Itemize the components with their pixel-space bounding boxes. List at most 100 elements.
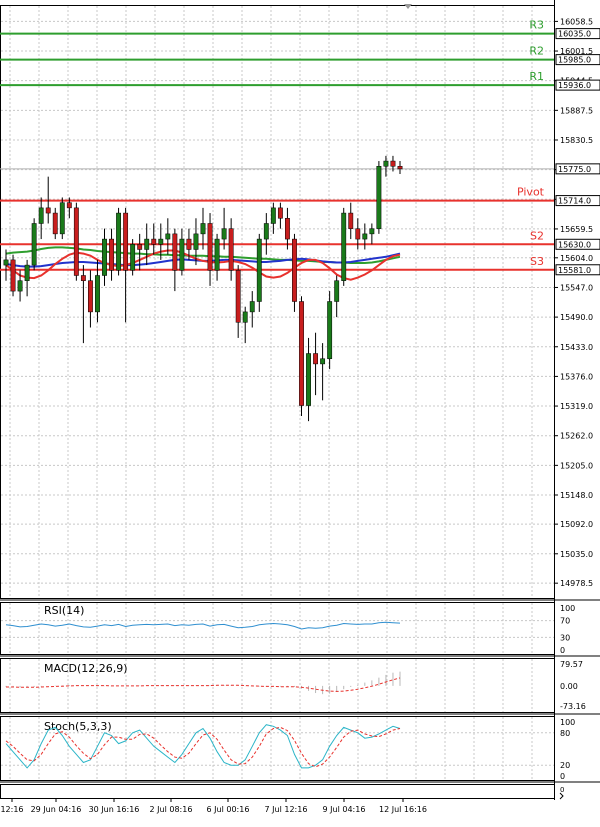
price-tick-label: 14978.5: [560, 579, 593, 588]
macd-tick-label: 0.00: [560, 682, 578, 691]
level-price-label: 15985.0: [558, 56, 591, 65]
price-tick-label: 15148.0: [560, 491, 593, 500]
pane-frame-bot: [0, 784, 555, 799]
time-tick-label: 2 Jul 08:16: [150, 805, 193, 814]
price-tick-label: 15035.0: [560, 550, 593, 559]
candle-bullish: [31, 223, 37, 266]
candle-bearish: [87, 280, 93, 313]
price-tick-label: 16058.5: [560, 17, 593, 26]
price-tick-label: 16001.5: [560, 47, 593, 56]
macd-tick-label: 79.57: [560, 660, 583, 669]
candle-bullish: [369, 228, 375, 235]
candle-bearish: [186, 238, 192, 250]
stoch-k-line: [5, 724, 401, 769]
rsi-tick-label: 100: [560, 604, 575, 613]
candle-bearish: [45, 207, 51, 214]
candle-bearish: [80, 275, 86, 281]
level-price-box: [555, 54, 600, 66]
macd-signal-line: [6, 677, 401, 692]
candle-bullish: [179, 238, 185, 271]
candle-bullish: [95, 275, 100, 313]
candle-bearish: [299, 301, 304, 406]
candle-bullish: [193, 233, 199, 250]
price-tick-label: 15887.5: [560, 106, 593, 115]
level-name-s2: S2: [530, 229, 544, 242]
candle-bearish: [151, 238, 157, 245]
price-tick-label: 15262.0: [560, 432, 593, 441]
bottom-pane-arrow-icon: [559, 792, 564, 800]
time-tick-label: 9 Jul 04:16: [323, 805, 366, 814]
time-tick-label: 6 Jul 00:16: [207, 805, 250, 814]
candle-bearish: [73, 207, 79, 276]
level-name-pivot: Pivot: [517, 186, 545, 199]
time-tick-label: 29 Jun 04:16: [31, 805, 82, 814]
candle-bullish: [334, 280, 340, 302]
candle-bullish: [249, 301, 255, 313]
candle-bearish: [348, 212, 354, 229]
stoch-d-line: [5, 726, 401, 768]
price-tick-label: 15319.0: [560, 402, 593, 411]
candle-bullish: [144, 238, 150, 250]
candle-bullish: [116, 212, 122, 271]
candle-bearish: [66, 202, 72, 209]
candle-bearish: [228, 228, 234, 271]
level-price-label: 15581.0: [558, 266, 591, 275]
level-price-box: [555, 264, 600, 276]
candle-bullish: [341, 212, 347, 281]
candle-bearish: [123, 212, 129, 271]
candle-bearish: [207, 223, 213, 271]
level-name-s3: S3: [530, 255, 544, 268]
level-price-label: 15714.0: [558, 197, 591, 206]
level-price-label: 15630.0: [558, 240, 591, 249]
candle-bearish: [235, 270, 241, 323]
candle-bearish: [109, 238, 114, 271]
price-tick-label: 15433.0: [560, 343, 593, 352]
price-tick-label: 15490.0: [560, 313, 593, 322]
candle-bullish: [130, 244, 136, 271]
shift-marker-icon: [404, 4, 412, 9]
candle-bearish: [52, 212, 58, 235]
time-tick-label: 7 Jul 12:16: [265, 805, 308, 814]
candle-bearish: [313, 353, 319, 365]
price-tick-label: 15547.0: [560, 283, 593, 292]
time-tick-label: 12 Jul 16:16: [379, 805, 427, 814]
candle-bullish: [24, 264, 30, 281]
last-price-box: [555, 163, 600, 175]
stoch-label: Stoch(5,3,3): [44, 720, 112, 733]
candle-bearish: [355, 228, 361, 240]
candle-bearish: [10, 259, 16, 292]
level-price-box: [555, 28, 600, 40]
candle-bearish: [292, 238, 297, 302]
rsi-tick-label: 30: [560, 633, 570, 642]
candle-bullish: [165, 233, 171, 240]
macd-tick-label: -73.16: [560, 702, 586, 711]
candle-bullish: [327, 301, 333, 359]
rsi-line: [5, 621, 401, 630]
stoch-tick-label: 100: [560, 718, 575, 727]
last-price-label: 15775.0: [558, 165, 591, 174]
candle-bullish: [256, 238, 262, 302]
candle-bullish: [383, 160, 389, 167]
level-name-r3: R3: [529, 19, 544, 32]
moving-average-line: [5, 249, 401, 281]
candle-bearish: [284, 218, 290, 240]
rsi-tick-label: 0: [560, 646, 565, 655]
price-tick-label: 15205.0: [560, 461, 593, 470]
stoch-tick-label: 0: [560, 772, 565, 781]
candle-bullish: [38, 207, 44, 224]
price-tick-label: 15092.0: [560, 520, 593, 529]
stoch-tick-label: 80: [560, 729, 570, 738]
candle-bullish: [3, 259, 9, 266]
candle-bullish: [270, 207, 276, 224]
level-price-label: 16035.0: [558, 30, 591, 39]
candle-bearish: [137, 244, 143, 250]
stoch-tick-label: 20: [560, 761, 570, 770]
candle-bullish: [102, 238, 107, 276]
macd-label: MACD(12,26,9): [44, 662, 128, 675]
candle-bullish: [306, 353, 311, 406]
candle-bearish: [277, 207, 283, 219]
time-tick-label: 12:16: [0, 805, 23, 814]
time-tick-label: 30 Jun 16:16: [89, 805, 140, 814]
